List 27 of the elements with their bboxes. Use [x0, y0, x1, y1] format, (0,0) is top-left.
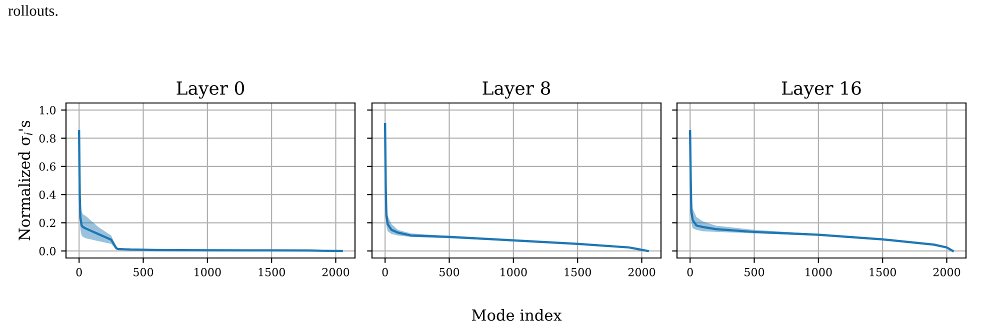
x-tick-label: 1000 [194, 268, 221, 276]
x-tick-label: 1000 [500, 268, 527, 276]
x-tick-label: 1500 [870, 268, 896, 276]
y-tick-label: 0.8 [39, 134, 56, 143]
chart-title: Layer 8 [482, 81, 550, 99]
chart-title: Layer 0 [176, 81, 244, 99]
chart-title: Layer 16 [782, 81, 861, 99]
y-tick-label: 1.0 [40, 106, 56, 114]
x-axis-title: Mode index [472, 309, 562, 321]
x-tick-label: 2000 [322, 268, 350, 276]
y-tick-label: 0.4 [39, 190, 56, 199]
text: rollouts. [8, 5, 58, 16]
y-tick-label: 0.2 [39, 218, 56, 228]
x-tick-label: 1000 [806, 268, 832, 276]
y-tick-label: 0.0 [39, 246, 56, 256]
y-axis-title: Normalized σ$_{i}$'s [18, 120, 32, 240]
x-tick-label: 1500 [258, 268, 285, 276]
x-tick-label: 0 [76, 268, 82, 276]
x-tick-label: 0 [687, 268, 693, 276]
x-tick-label: 1500 [564, 268, 591, 276]
x-tick-label: 2000 [628, 268, 656, 276]
x-tick-label: 500 [744, 268, 764, 276]
x-tick-label: 500 [134, 268, 154, 276]
x-tick-label: 500 [440, 268, 460, 276]
y-tick-label: 0.6 [39, 162, 56, 171]
x-tick-label: 2000 [933, 268, 960, 276]
x-tick-label: 0 [382, 268, 388, 276]
